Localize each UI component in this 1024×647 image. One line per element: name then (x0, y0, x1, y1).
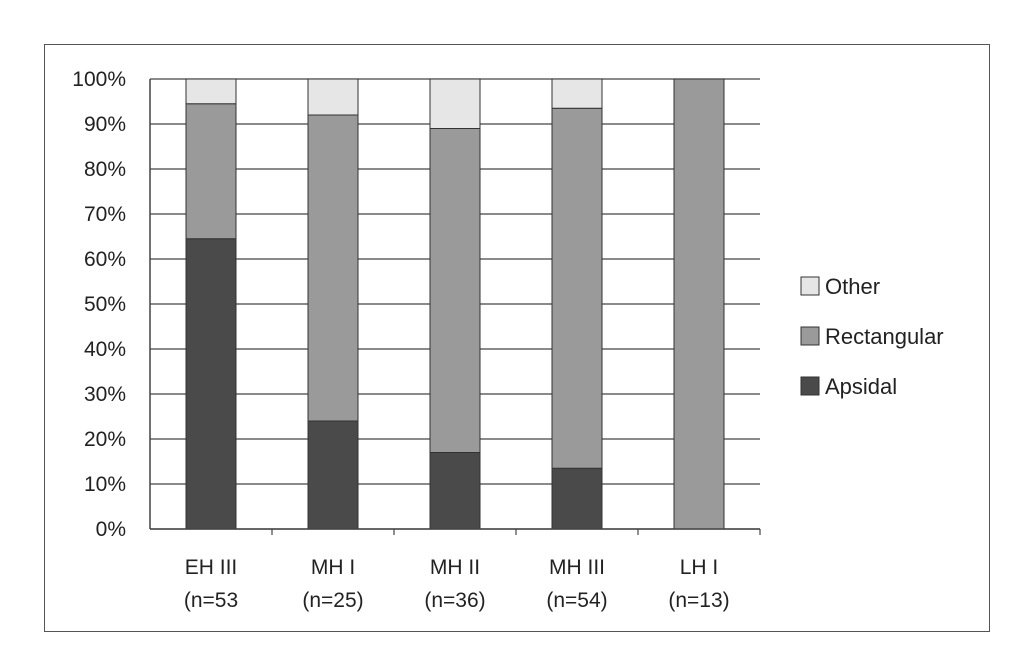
y-tick-label: 50% (84, 293, 126, 316)
y-tick-label: 20% (84, 428, 126, 451)
y-tick-label: 100% (72, 68, 126, 91)
bar-segment-apsidal (307, 420, 359, 530)
legend-swatch-apsidal (800, 376, 820, 396)
y-tick-label: 40% (84, 338, 126, 361)
bar-segment-rectangular (307, 114, 359, 422)
bar-segment-apsidal (551, 467, 603, 530)
x-category-label: (n=53 (184, 589, 238, 612)
bar-segment-other (307, 78, 359, 116)
bars (185, 78, 725, 530)
bar-segment-other (185, 78, 237, 105)
bar-segment-apsidal (185, 238, 237, 530)
bar-segment-rectangular (551, 107, 603, 469)
legend-swatch-rectangular (800, 326, 820, 346)
y-tick-label: 10% (84, 473, 126, 496)
x-category-label: MH III (549, 556, 605, 579)
bar-segment-other (551, 78, 603, 109)
x-category-label: LH I (680, 556, 719, 579)
bar-segment-other (429, 78, 481, 129)
x-category-label: (n=25) (302, 589, 363, 612)
y-tick-label: 70% (84, 203, 126, 226)
bar-segment-rectangular (673, 78, 725, 530)
y-tick-label: 80% (84, 158, 126, 181)
bar-segment-rectangular (185, 103, 237, 240)
legend-label-rectangular: Rectangular (825, 324, 944, 349)
legend-label-other: Other (825, 274, 880, 299)
x-category-label: EH III (185, 556, 238, 579)
x-category-label: (n=13) (668, 589, 729, 612)
bar-segment-apsidal (429, 452, 481, 530)
y-tick-label: 0% (96, 518, 126, 541)
y-tick-label: 30% (84, 383, 126, 406)
x-category-label: (n=36) (424, 589, 485, 612)
y-tick-label: 90% (84, 113, 126, 136)
y-tick-label: 60% (84, 248, 126, 271)
legend-label-apsidal: Apsidal (825, 374, 897, 399)
x-category-label: MH II (430, 556, 480, 579)
axes: 0% 10% 20% 30% 40% 50% 60% 70% 80% 90% 100% EH III (… (72, 68, 761, 612)
x-category-label: MH I (311, 556, 355, 579)
x-category-label: (n=54) (546, 589, 607, 612)
bar-segment-rectangular (429, 128, 481, 453)
legend-swatch-other (800, 276, 820, 296)
legend: Other Rectangular Apsidal (800, 274, 944, 399)
